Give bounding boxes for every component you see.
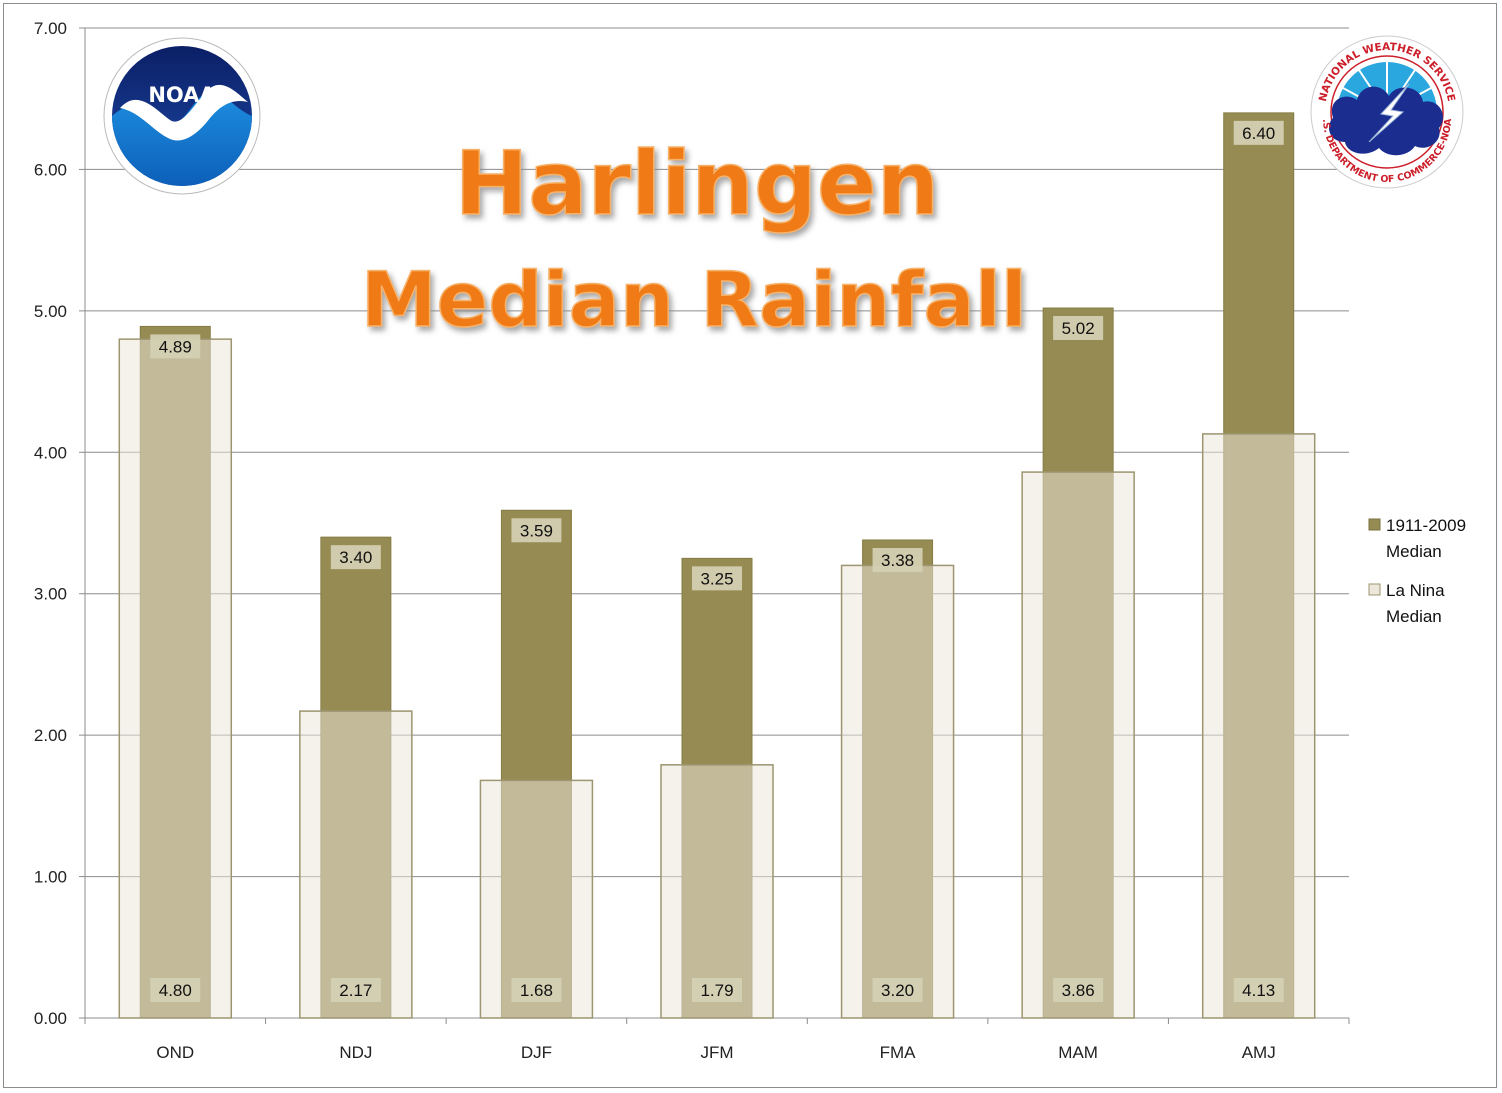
x-tick-label: JFM [700,1043,733,1062]
x-tick-label: NDJ [339,1043,372,1062]
legend-label-la-nina-median-line2: Median [1386,607,1442,626]
data-label-la-nina-median: 1.79 [700,981,733,1000]
data-label-1911-2009-median: 4.89 [159,337,192,356]
data-label-bg [150,334,201,359]
bar-la-nina-median [660,764,774,1019]
data-label-bg [511,518,562,543]
data-label-la-nina-median: 3.20 [881,981,914,1000]
y-tick-label: 4.00 [34,443,67,462]
y-tick-label: 1.00 [34,868,67,887]
chart-frame: 0.00 1.00 2.00 3.00 4.00 5.00 6.00 7.00 OND NDJ DJ… [3,3,1497,1088]
x-tick-label: OND [156,1043,194,1062]
data-label-la-nina-median: 2.17 [339,981,372,1000]
data-label-1911-2009-median: 3.25 [700,569,733,588]
y-tick-label: 6.00 [34,160,67,179]
bar-la-nina-median [1201,433,1316,1019]
title: Harlingen [455,132,940,235]
y-tick-label: 0.00 [34,1009,67,1028]
data-label-bg [1233,978,1284,1002]
bar-la-nina-median [840,564,955,1019]
axes: 0.00 1.00 2.00 3.00 4.00 5.00 6.00 7.00 OND NDJ DJ… [34,19,1350,1062]
x-tick-label: DJF [521,1043,552,1062]
data-labels: 4.89 4.80 3.40 2.17 3.59 1.68 3.25 1.79 3.38 3.20… [150,120,1284,1002]
data-label-bg [511,978,562,1002]
legend-swatch-1911-2009-median [1368,518,1381,531]
y-tick-label: 2.00 [34,726,67,745]
x-tick-label: AMJ [1242,1043,1276,1062]
data-label-bg [1053,978,1104,1002]
data-label-bg [330,978,381,1002]
legend-label-1911-2009-median: 1911-2009 [1386,516,1466,535]
y-tick-label: 5.00 [34,302,67,321]
chart: 0.00 1.00 2.00 3.00 4.00 5.00 6.00 7.00 OND NDJ DJ… [34,19,1466,1062]
bar-la-nina-median [1021,471,1135,1019]
data-label-la-nina-median: 1.68 [520,981,553,1000]
legend-label-1911-2009-median-line2: Median [1386,542,1442,561]
noaa-logo-text: NOAA [148,83,216,107]
data-label-bg [150,978,201,1002]
legend: 1911-2009 Median La Nina Median [1368,516,1466,626]
data-label-bg [330,545,381,570]
data-label-1911-2009-median: 3.40 [339,548,372,567]
legend-swatch-la-nina-median [1368,583,1381,596]
x-tick-label: MAM [1058,1043,1098,1062]
data-label-1911-2009-median: 3.38 [881,551,914,570]
data-label-la-nina-median: 3.86 [1062,981,1095,1000]
data-label-1911-2009-median: 3.59 [520,521,553,540]
data-label-1911-2009-median: 5.02 [1062,319,1095,338]
y-tick-label: 7.00 [34,19,67,38]
data-label-bg [692,978,742,1002]
subtitle: Median Rainfall [361,255,1027,344]
legend-label-la-nina-median: La Nina [1386,581,1445,600]
data-label-bg [872,547,923,572]
bars [118,112,1316,1019]
data-label-bg [1053,316,1104,341]
data-label-la-nina-median: 4.13 [1242,981,1275,1000]
data-label-bg [872,978,923,1002]
noaa-logo: NOAA [103,37,261,195]
bar-la-nina-median [118,338,233,1019]
data-label-bg [692,566,742,591]
x-tick-label: FMA [880,1043,917,1062]
data-label-1911-2009-median: 6.40 [1242,124,1275,143]
nws-logo: NATIONAL WEATHER SERVICE U.S. DEPARTMENT… [1310,35,1464,189]
data-label-la-nina-median: 4.80 [159,981,192,1000]
chart-title: Harlingen Median Rainfall [360,131,1027,345]
y-tick-label: 3.00 [34,585,67,604]
data-label-bg [1233,120,1284,145]
bar-la-nina-median [299,710,413,1019]
